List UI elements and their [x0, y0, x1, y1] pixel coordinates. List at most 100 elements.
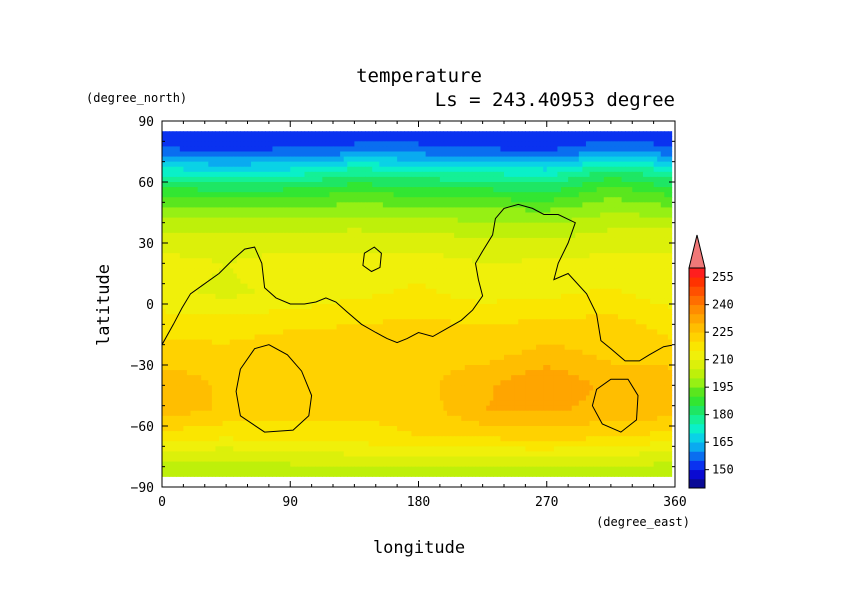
field-cell [393, 131, 398, 137]
field-cell [169, 243, 174, 249]
field-cell [500, 237, 505, 244]
field-cell [336, 182, 341, 188]
field-cell [372, 131, 377, 137]
field-cell [226, 288, 231, 295]
field-cell [233, 273, 238, 280]
field-cell [350, 298, 355, 305]
field-cell [610, 273, 616, 280]
field-cell [546, 146, 551, 153]
field-cell [568, 253, 573, 259]
field-cell [486, 151, 491, 158]
field-cell [471, 212, 477, 219]
field-cell [386, 237, 391, 244]
field-cell [585, 176, 591, 183]
field-cell [397, 237, 402, 244]
field-cell [667, 187, 673, 193]
field-cell [593, 166, 598, 173]
field-cell [204, 171, 209, 178]
field-cell [667, 131, 673, 137]
field-cell [283, 248, 288, 254]
field-cell [514, 293, 519, 300]
field-cell [169, 182, 174, 188]
field-cell [553, 237, 559, 244]
field-cell [418, 263, 423, 270]
field-cell [607, 217, 612, 224]
field-cell [457, 207, 462, 214]
field-cell [496, 131, 502, 137]
field-cell [357, 197, 363, 203]
field-cell [286, 192, 291, 198]
field-cell [368, 151, 373, 158]
field-cell [482, 243, 487, 249]
field-cell [664, 212, 669, 219]
field-cell [607, 222, 612, 229]
field-cell [265, 187, 270, 193]
field-cell [261, 243, 266, 249]
field-cell [325, 217, 331, 224]
field-cell [418, 217, 423, 224]
field-cell [639, 197, 644, 203]
field-cell [226, 268, 231, 275]
field-cell [315, 182, 320, 188]
field-cell [325, 253, 331, 259]
field-cell [350, 166, 355, 173]
field-cell [357, 141, 363, 148]
field-cell [528, 283, 534, 290]
field-cell [557, 192, 562, 198]
field-cell [553, 146, 559, 153]
field-cell [671, 156, 673, 163]
field-cell [379, 232, 384, 239]
field-cell [386, 131, 391, 137]
field-cell [436, 166, 441, 173]
field-cell [208, 273, 213, 280]
field-cell [536, 248, 541, 254]
field-cell [528, 156, 534, 163]
field-cell [632, 222, 637, 229]
field-cell [172, 288, 177, 295]
field-cell [600, 202, 605, 209]
field-cell [667, 253, 673, 259]
field-cell [642, 156, 648, 163]
field-cell [482, 151, 487, 158]
field-cell [660, 298, 665, 305]
field-cell [425, 222, 430, 229]
field-cell [343, 207, 348, 214]
field-cell [243, 161, 249, 168]
field-cell [186, 268, 192, 275]
field-cell [379, 283, 384, 290]
field-cell [575, 253, 580, 259]
field-cell [261, 176, 266, 183]
field-cell [194, 182, 199, 188]
field-cell [568, 156, 573, 163]
field-cell [471, 232, 477, 239]
field-cell [582, 278, 587, 285]
field-cell [432, 222, 437, 229]
field-cell [279, 304, 284, 310]
field-cell [183, 176, 188, 183]
field-cell [557, 131, 562, 137]
field-cell [322, 237, 327, 244]
field-cell [322, 278, 327, 285]
field-cell [347, 222, 352, 229]
field-cell [407, 182, 412, 188]
field-cell [265, 182, 270, 188]
field-cell [596, 202, 601, 209]
field-cell [536, 268, 541, 275]
field-cell [169, 141, 174, 148]
field-cell [165, 268, 170, 275]
field-cell [564, 151, 569, 158]
field-cell [450, 202, 455, 209]
field-cell [639, 131, 644, 137]
field-cell [204, 222, 209, 229]
field-cell [496, 304, 502, 310]
field-cell [532, 273, 537, 280]
field-cell [543, 248, 548, 254]
field-cell [258, 161, 263, 168]
field-cell [183, 304, 188, 310]
field-cell [304, 298, 309, 305]
field-cell [642, 187, 648, 193]
field-cell [642, 273, 648, 280]
field-cell [482, 304, 487, 310]
field-cell [265, 258, 270, 264]
field-cell [279, 258, 284, 264]
